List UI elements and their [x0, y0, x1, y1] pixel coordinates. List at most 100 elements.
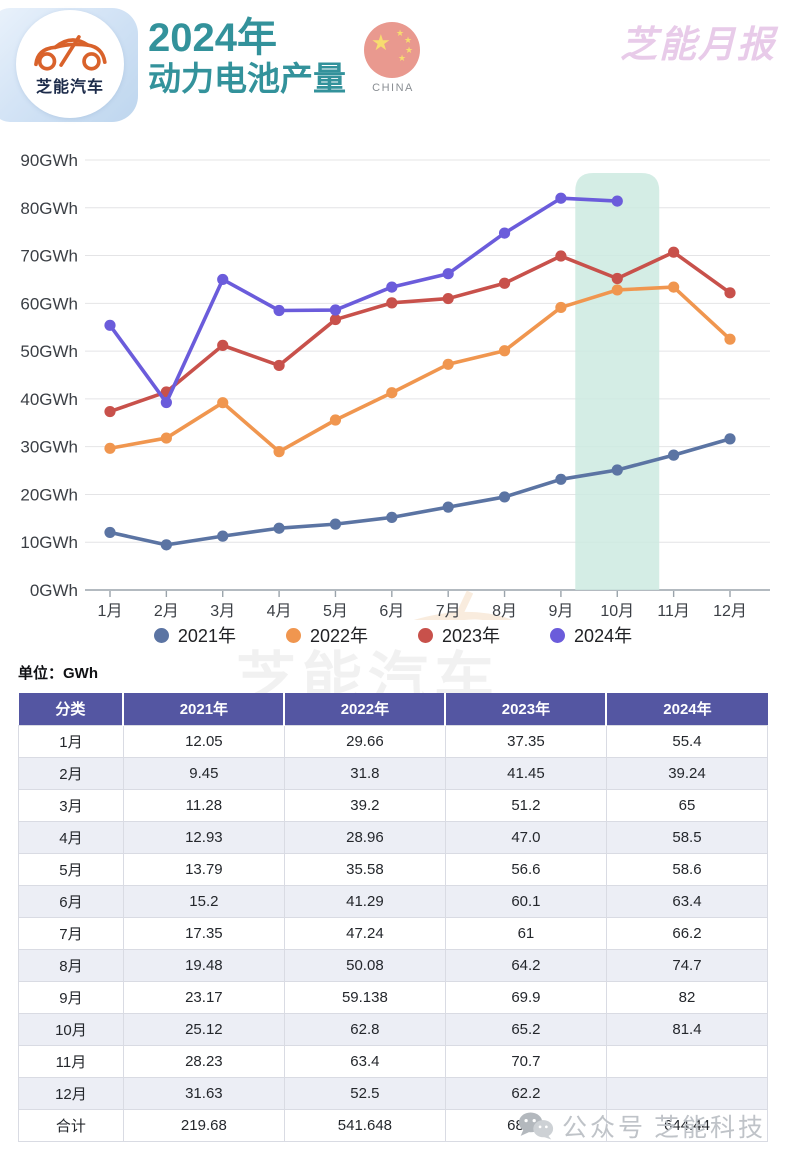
- value-cell: 66.2: [605, 916, 769, 950]
- flag-label: CHINA: [372, 82, 414, 94]
- row-category-cell: 1月: [18, 724, 124, 758]
- svg-text:5月: 5月: [323, 603, 348, 620]
- column-header: 分类: [18, 693, 125, 725]
- value-cell: 56.6: [444, 852, 607, 886]
- table-row: 2月 9.45 31.8 41.45 39.24: [18, 756, 769, 790]
- svg-text:50GWh: 50GWh: [20, 342, 78, 361]
- legend-dot-icon: [418, 627, 433, 643]
- row-category-cell: 3月: [18, 788, 124, 822]
- value-cell: 13.79: [122, 852, 285, 886]
- svg-text:12月: 12月: [713, 603, 747, 620]
- legend-item-2024年: 2024年: [550, 622, 632, 648]
- svg-text:0GWh: 0GWh: [30, 581, 78, 600]
- svg-text:10月: 10月: [600, 603, 634, 620]
- value-cell: 31.8: [283, 756, 446, 790]
- production-data-table: 分类 2021年 2022年 2023年 2024年 1月 12.05 29.66 37.35…: [18, 693, 769, 1142]
- title-year: 2024年: [148, 16, 277, 60]
- report-header: 芝能汽车 2024年 动力电池产量 ★ ★ ★ ★ ★ CHINA 芝能月报: [0, 0, 786, 125]
- value-cell: 61: [444, 916, 607, 950]
- table-row: 9月 23.17 59.138 69.9 82: [18, 980, 769, 1014]
- value-cell: 31.63: [122, 1076, 285, 1110]
- table-row: 10月 25.12 62.8 65.2 81.4: [18, 1012, 769, 1046]
- legend-item-2022年: 2022年: [285, 622, 368, 648]
- column-header: 2021年: [122, 693, 286, 725]
- table-body: 1月 12.05 29.66 37.35 55.4 2月 9.45 31.8 41.45 39.2…: [18, 724, 769, 1142]
- row-category-cell: 10月: [18, 1012, 124, 1046]
- value-cell: 47.24: [283, 916, 446, 950]
- logo-text: 芝能汽车: [35, 79, 104, 96]
- svg-text:30GWh: 30GWh: [20, 438, 78, 457]
- value-cell: 58.6: [605, 852, 769, 886]
- svg-text:4月: 4月: [267, 603, 292, 620]
- svg-text:3月: 3月: [210, 603, 235, 620]
- table-row: 1月 12.05 29.66 37.35 55.4: [18, 724, 769, 758]
- value-cell: 63.4: [283, 1044, 446, 1078]
- value-cell: 29.66: [283, 724, 446, 758]
- svg-text:1月: 1月: [98, 603, 123, 620]
- value-cell: 11.28: [122, 788, 285, 822]
- svg-text:20GWh: 20GWh: [20, 485, 78, 504]
- legend-label: 2021年: [177, 626, 236, 646]
- value-cell: 41.45: [444, 756, 607, 790]
- svg-text:40GWh: 40GWh: [20, 390, 78, 409]
- value-cell: 686.9: [444, 1108, 607, 1142]
- value-cell: 65: [605, 788, 769, 822]
- value-cell: 52.5: [283, 1076, 446, 1110]
- svg-text:7月: 7月: [436, 603, 461, 620]
- row-category-cell: 9月: [18, 980, 124, 1014]
- table-row: 11月 28.23 63.4 70.7: [18, 1044, 769, 1078]
- value-cell: 41.29: [283, 884, 446, 918]
- table-row: 4月 12.93 28.96 47.0 58.5: [18, 820, 769, 854]
- svg-text:2月: 2月: [154, 603, 179, 620]
- row-category-cell: 6月: [18, 884, 124, 918]
- legend-dot-icon: [550, 627, 566, 643]
- legend-label: 2024年: [574, 626, 633, 646]
- svg-text:8月: 8月: [492, 603, 517, 620]
- value-cell: 644.44: [605, 1108, 769, 1142]
- value-cell: 17.35: [122, 916, 285, 950]
- column-header: 2022年: [283, 693, 447, 725]
- value-cell: 70.7: [444, 1044, 607, 1078]
- value-cell: 39.2: [283, 788, 446, 822]
- row-category-cell: 合计: [18, 1108, 124, 1142]
- svg-text:10GWh: 10GWh: [20, 533, 78, 552]
- legend-label: 2022年: [309, 626, 368, 646]
- table-row: 6月 15.2 41.29 60.1 63.4: [18, 884, 769, 918]
- svg-text:6月: 6月: [379, 603, 404, 620]
- china-flag-badge: ★ ★ ★ ★ ★ CHINA: [364, 22, 422, 94]
- value-cell: 15.2: [122, 884, 285, 918]
- title-subject: 动力电池产量: [148, 59, 346, 97]
- table-row-total: 合计 219.68 541.648 686.9 644.44: [18, 1108, 769, 1142]
- value-cell: 25.12: [122, 1012, 285, 1046]
- svg-text:9月: 9月: [548, 603, 573, 620]
- value-cell: 64.2: [444, 948, 607, 982]
- svg-text:60GWh: 60GWh: [20, 294, 78, 313]
- row-category-cell: 4月: [18, 820, 124, 854]
- table-row: 5月 13.79 35.58 56.6 58.6: [18, 852, 769, 886]
- value-cell: 62.8: [283, 1012, 446, 1046]
- legend-dot-icon: [285, 627, 301, 643]
- table-row: 3月 11.28 39.2 51.2 65: [18, 788, 769, 822]
- value-cell: 51.2: [444, 788, 607, 822]
- car-logo-icon: [34, 35, 107, 71]
- value-cell: 55.4: [605, 724, 769, 758]
- value-cell: 28.23: [122, 1044, 285, 1078]
- table-row: 7月 17.35 47.24 61 66.2: [18, 916, 769, 950]
- value-cell: 28.96: [283, 820, 446, 854]
- table-row: 8月 19.48 50.08 64.2 74.7: [18, 948, 769, 982]
- row-category-cell: 7月: [18, 916, 124, 950]
- company-logo: 芝能汽车: [16, 10, 124, 118]
- value-cell: 12.05: [122, 724, 285, 758]
- value-cell: 39.24: [605, 756, 769, 790]
- production-line-chart: 0GWh 10GWh 20GWh 30GWh 40GWh 50GWh 60GWh 70GWh 8…: [20, 151, 770, 620]
- value-cell: 74.7: [605, 948, 769, 982]
- value-cell: 12.93: [122, 820, 285, 854]
- value-cell: 60.1: [444, 884, 607, 918]
- svg-text:11月: 11月: [657, 603, 690, 620]
- row-category-cell: 2月: [18, 756, 124, 790]
- row-category-cell: 12月: [18, 1076, 124, 1110]
- value-cell: 63.4: [605, 884, 769, 918]
- row-category-cell: 8月: [18, 948, 124, 982]
- value-cell: 65.2: [444, 1012, 607, 1046]
